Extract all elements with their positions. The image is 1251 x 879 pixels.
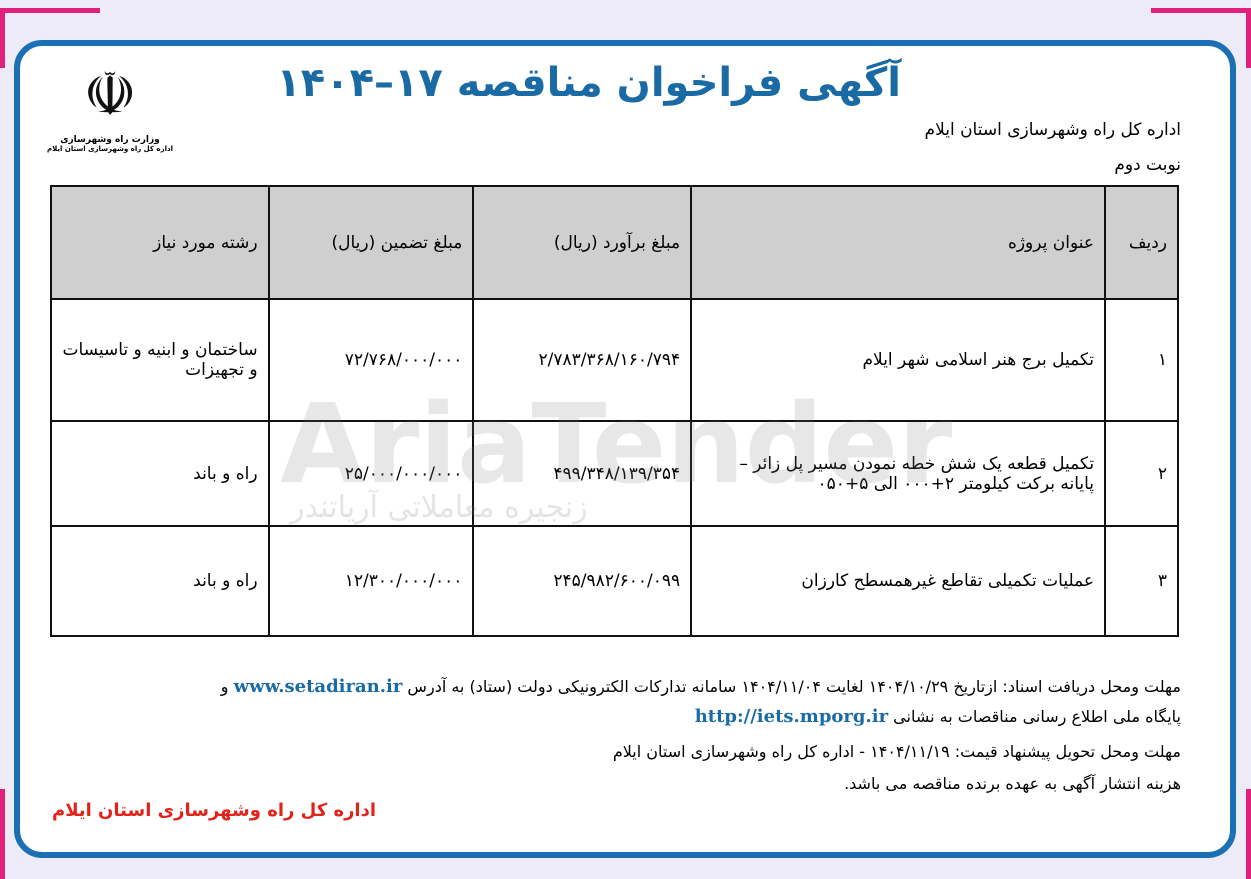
cell: تکمیل برج هنر اسلامی شهر ایلام: [690, 298, 1107, 422]
ministry-logo: ☫ وزارت راه وشهرسازی اداره کل راه وشهرسا…: [40, 55, 180, 153]
corner-accent: [1246, 8, 1251, 68]
cell: راه و باند: [50, 525, 270, 637]
text: پایگاه ملی اطلاع رسانی مناقصات به نشانی: [888, 707, 1181, 726]
cell: ساختمان و ابنیه و تاسیسات و تجهیزات: [50, 298, 270, 422]
emblem-icon: ☫: [83, 60, 137, 130]
cell: ۴۹۹/۳۴۸/۱۳۹/۳۵۴: [472, 420, 693, 527]
text: مهلت ومحل دریافت اسناد: ازتاریخ ۱۴۰۴/۱۰/…: [402, 677, 1181, 696]
corner-accent: [0, 8, 5, 68]
footer-line3: مهلت ومحل تحویل پیشنهاد قیمت: ۱۴۰۴/۱۱/۱۹…: [612, 742, 1181, 761]
cell: ۲/۷۸۳/۳۶۸/۱۶۰/۷۹۴: [472, 298, 693, 422]
footer-line4: هزینه انتشار آگهی به عهده برنده مناقصه م…: [844, 774, 1181, 793]
cell: راه و باند: [50, 420, 270, 527]
iets-link[interactable]: http://iets.mporg.ir: [694, 706, 889, 727]
cell: ۱: [1104, 298, 1179, 422]
table-row: ۲ تکمیل قطعه یک شش خطه نمودن مسیر پل زائ…: [50, 420, 1179, 527]
cell: ۲۵/۰۰۰/۰۰۰/۰۰۰: [267, 420, 475, 527]
watermark-subtitle: زنجیره معاملاتی آریاتندر: [290, 490, 588, 525]
cell: تکمیل قطعه یک شش خطه نمودن مسیر پل زائر …: [690, 420, 1107, 527]
header-cell: ردیف: [1104, 185, 1179, 300]
setad-link[interactable]: www.setadiran.ir: [233, 676, 403, 697]
cell: ۷۲/۷۶۸/۰۰۰/۰۰۰: [267, 298, 475, 422]
round: نوبت دوم: [1114, 155, 1181, 175]
cell: ۲۴۵/۹۸۲/۶۰۰/۰۹۹: [472, 525, 693, 637]
text: و: [220, 677, 234, 696]
logo-line2: اداره کل راه وشهرسازی استان ایلام: [46, 145, 173, 153]
header-cell: مبلغ تضمین (ریال): [267, 185, 475, 300]
cell: ۱۲/۳۰۰/۰۰۰/۰۰۰: [267, 525, 475, 637]
watermark-logo: AriaTender: [280, 380, 953, 508]
cell: ۲: [1104, 420, 1179, 527]
signature: اداره کل راه وشهرسازی استان ایلام: [52, 800, 377, 821]
cell: ۳: [1104, 525, 1179, 637]
corner-accent: [0, 789, 5, 879]
organization: اداره کل راه وشهرسازی استان ایلام: [924, 120, 1181, 140]
footer-line1: مهلت ومحل دریافت اسناد: ازتاریخ ۱۴۰۴/۱۰/…: [51, 676, 1181, 697]
table-header: ردیف عنوان پروژه مبلغ برآورد (ریال) مبلغ…: [50, 185, 1179, 300]
logo-line1: وزارت راه وشهرسازی: [60, 135, 160, 145]
corner-accent: [0, 8, 100, 13]
table-row: ۱ تکمیل برج هنر اسلامی شهر ایلام ۲/۷۸۳/۳…: [50, 298, 1179, 422]
header-cell: مبلغ برآورد (ریال): [472, 185, 693, 300]
header-cell: عنوان پروژه: [690, 185, 1107, 300]
corner-accent: [1246, 789, 1251, 879]
cell: عملیات تکمیلی تقاطع غیرهمسطح کارزان: [690, 525, 1107, 637]
table-row: ۳ عملیات تکمیلی تقاطع غیرهمسطح کارزان ۲۴…: [50, 525, 1179, 637]
corner-accent: [1151, 8, 1251, 13]
header-cell: رشته مورد نیاز: [50, 185, 270, 300]
page-title: آگهی فراخوان مناقصه ۱۷–۱۴۰۴: [276, 60, 901, 106]
footer-line2: پایگاه ملی اطلاع رسانی مناقصات به نشانی …: [51, 706, 1181, 727]
tender-table: ردیف عنوان پروژه مبلغ برآورد (ریال) مبلغ…: [50, 185, 1179, 637]
